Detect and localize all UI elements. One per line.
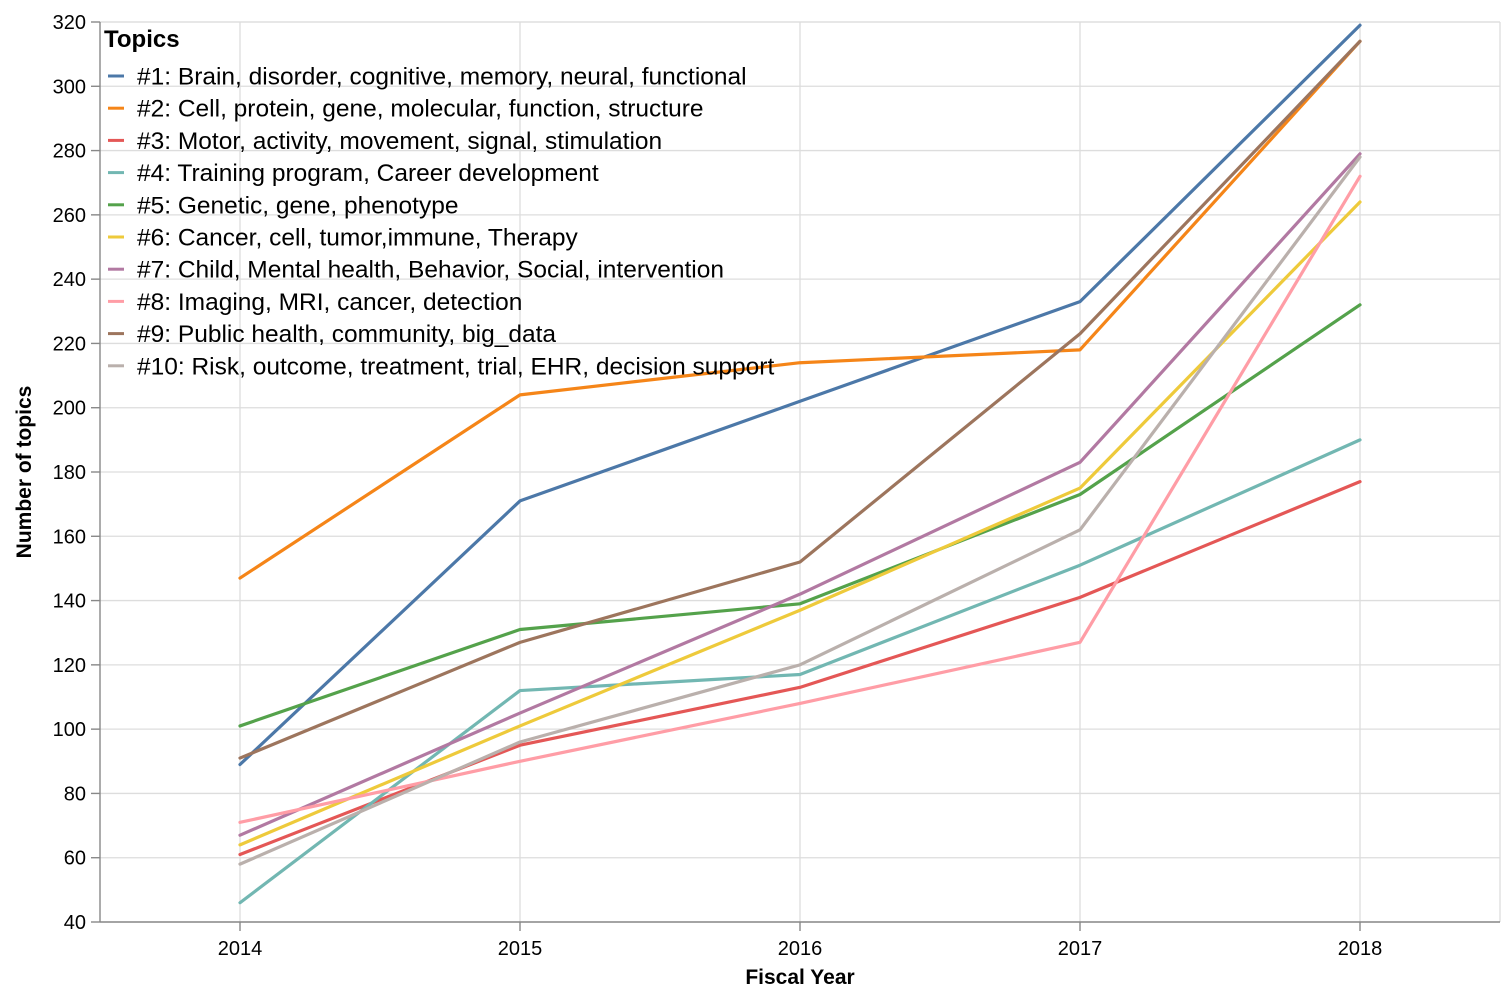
x-tick-label: 2018 [1338,938,1383,960]
y-tick-label: 300 [53,76,86,98]
y-tick-label: 180 [53,462,86,484]
y-tick-label: 320 [53,12,86,34]
y-tick-label: 80 [64,783,86,805]
y-tick-label: 260 [53,205,86,227]
legend-label-4: #4: Training program, Career development [137,160,599,187]
legend-label-6: #6: Cancer, cell, tumor,immune, Therapy [137,225,578,252]
series-line-2 [238,39,1362,580]
series-lines [238,23,1362,905]
y-tick-label: 140 [53,591,86,613]
series-line-6 [238,200,1362,847]
y-tick-label: 240 [53,269,86,291]
y-tick-label: 100 [53,719,86,741]
y-tick-label: 220 [53,333,86,355]
y-tick-label: 200 [53,398,86,420]
legend: Topics #1: Brain, disorder, cognitive, me… [104,26,774,380]
legend-label-1: #1: Brain, disorder, cognitive, memory, … [137,64,747,91]
series-line-9 [238,39,1362,760]
legend-label-5: #5: Genetic, gene, phenotype [137,192,458,219]
legend-label-9: #9: Public health, community, big_data [137,321,556,348]
series-line-4 [238,438,1362,905]
legend-label-3: #3: Motor, activity, movement, signal, s… [137,128,662,155]
y-axis-title: Number of topics [13,386,36,559]
y-tick-label: 40 [64,912,86,934]
series-line-10 [238,155,1362,866]
series-line-7 [238,152,1362,837]
x-tick-label: 2017 [1058,938,1103,960]
x-tick-label: 2015 [498,938,543,960]
y-tick-label: 120 [53,655,86,677]
x-tick-label: 2014 [218,938,263,960]
legend-label-8: #8: Imaging, MRI, cancer, detection [137,289,522,316]
y-tick-label: 280 [53,141,86,163]
series-line-1 [238,23,1362,767]
y-tick-label: 160 [53,526,86,548]
axes: 40 60 80 100 120 140 160 180 200 220 240 260 280 300 3… [53,12,1500,960]
legend-label-10: #10: Risk, outcome, treatment, trial, EH… [137,353,774,380]
legend-label-2: #2: Cell, protein, gene, molecular, func… [137,96,704,123]
y-tick-label: 60 [64,848,86,870]
series-line-5 [238,303,1362,728]
legend-title: Topics [104,26,180,53]
legend-label-7: #7: Child, Mental health, Behavior, Soci… [137,257,724,284]
x-tick-label: 2016 [778,938,823,960]
x-axis-title: Fiscal Year [745,966,854,989]
